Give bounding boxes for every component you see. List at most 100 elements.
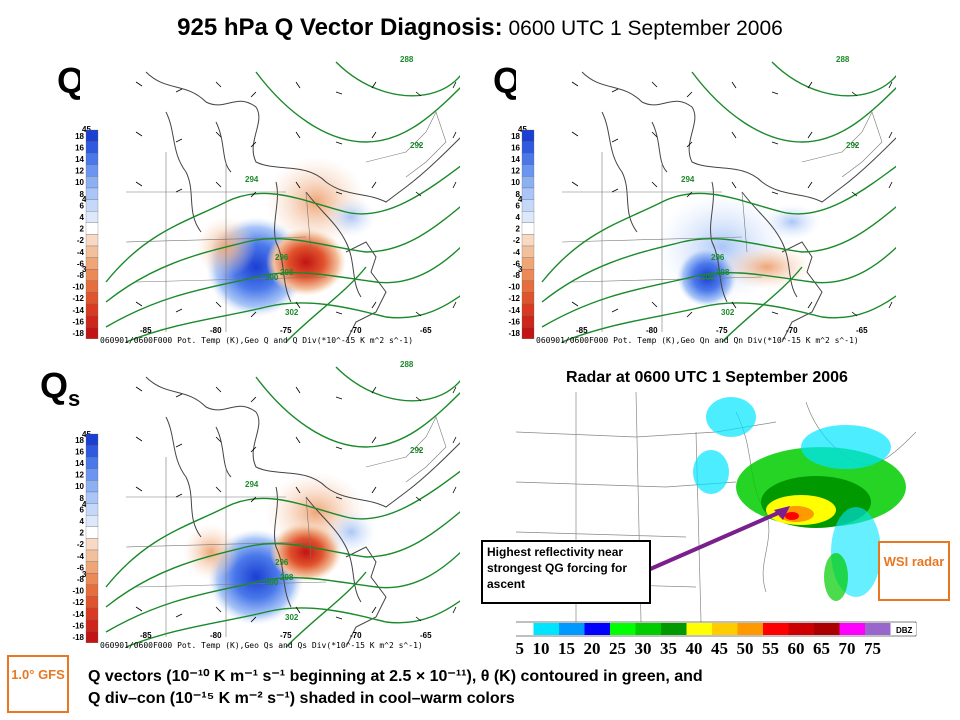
lon-label: -70 [786, 326, 798, 335]
contour-label: 298 [716, 268, 730, 277]
map-panel-qs: 454035-85-80-75-70-652882922942962983003… [80, 355, 460, 655]
colorbar-swatch [85, 480, 99, 493]
colorbar-tick: -8 [513, 271, 521, 280]
colorbar-tick: 6 [516, 201, 521, 210]
colorbar-swatch [85, 164, 99, 177]
colorbar-tick: -14 [72, 306, 84, 315]
wsi-label: WSI radar [878, 541, 950, 601]
lon-label: -70 [350, 631, 362, 640]
colorbar-swatch [521, 257, 535, 270]
colorbar-tick: 14 [75, 459, 84, 468]
colorbar-tick: -4 [77, 552, 85, 561]
lon-label: -80 [646, 326, 658, 335]
lon-label: -70 [350, 326, 362, 335]
colorbar-tick: -6 [77, 563, 85, 572]
radar-scale-right: DBZ [896, 626, 913, 635]
contour-label: 292 [410, 141, 424, 150]
contour-label: 300 [701, 273, 715, 282]
colorbar-swatch [521, 211, 535, 223]
lon-label: -75 [716, 326, 728, 335]
contour-label: 296 [275, 253, 289, 262]
colorbar-swatch [85, 607, 99, 620]
radar-scale-value: 70 [839, 639, 856, 658]
map-panel-qn: 454035-85-80-75-70-652882922942962983003… [516, 50, 896, 350]
title-rest: 0600 UTC 1 September 2006 [502, 17, 783, 40]
colorbar-tick: 16 [75, 143, 84, 152]
colorbar-tick: 4 [80, 213, 85, 222]
colorbar-swatch [85, 526, 99, 539]
colorbar-swatch [85, 292, 99, 305]
page-title: 925 hPa Q Vector Diagnosis: 0600 UTC 1 S… [0, 14, 960, 42]
colorbar-tick: -4 [513, 248, 521, 257]
radar-scale-value: 50 [737, 639, 754, 658]
colorbar-swatch [85, 584, 99, 597]
radar-scale-swatch [584, 623, 610, 635]
radar-scale-swatch [610, 623, 636, 635]
caption: Q vectors (10⁻¹⁰ K m⁻¹ s⁻¹ beginning at … [88, 666, 948, 710]
colorbar-tick: -14 [508, 306, 520, 315]
colorbar-swatch [85, 631, 99, 643]
colorbar-swatch [521, 315, 535, 328]
radar-scale-value: 10 [533, 639, 550, 658]
lat-label: 45 [518, 125, 527, 134]
radar-scale-swatch [516, 623, 534, 635]
colorbar-swatch [85, 573, 99, 585]
colorbar-swatch [85, 129, 99, 142]
colorbar-swatch [521, 327, 535, 339]
lon-label: -85 [576, 326, 588, 335]
colorbar-tick: 6 [80, 201, 85, 210]
contour-label: 294 [245, 480, 259, 489]
colorbar-tick: 6 [80, 505, 85, 514]
colorbar-swatch [85, 211, 99, 223]
lon-label: -75 [280, 326, 292, 335]
colorbar-swatch [85, 561, 99, 574]
colorbar-swatch [85, 503, 99, 516]
title-bold: 925 hPa Q Vector Diagnosis [177, 14, 495, 41]
radar-scale-value: 75 [864, 639, 881, 658]
colorbar-tick: -8 [77, 575, 85, 584]
contour-label: 302 [285, 308, 299, 317]
contour-label: 288 [836, 55, 850, 64]
title-colon: : [494, 14, 503, 41]
radar-scale-swatch [865, 623, 891, 635]
contour-label: 300 [265, 273, 279, 282]
radar-scale-swatch [661, 623, 687, 635]
caption-line-2: Q div–con (10⁻¹⁵ K m⁻² s⁻¹) shaded in co… [88, 690, 515, 707]
gfs-label: 1.0° GFS [7, 655, 69, 713]
contour-label: 298 [280, 268, 294, 277]
colorbar-tick: -18 [72, 329, 84, 338]
colorbar-tick: 2 [80, 529, 85, 538]
colorbar-tick: -18 [72, 633, 84, 642]
radar-scale-swatch [890, 623, 916, 635]
colorbar-swatch [85, 153, 99, 165]
colorbar-swatch [85, 222, 99, 235]
colorbar-top: 18 16 14 12 10 8 6 4 2 -2 -4 -6 -8 -10 -12 -14 -16 -18 [72, 129, 99, 339]
colorbar-tick: 16 [75, 447, 84, 456]
radar-scale-value: 30 [635, 639, 652, 658]
colorbar-swatch [521, 292, 535, 305]
colorbar-tick: -14 [72, 610, 84, 619]
colorbar-swatch [85, 315, 99, 328]
radar-scale-value: 35 [660, 639, 677, 658]
lon-label: -75 [280, 631, 292, 640]
colorbar-swatch [85, 491, 99, 504]
colorbar-swatch [85, 596, 99, 609]
colorbar-swatch [521, 222, 535, 235]
contour-label: 300 [265, 578, 279, 587]
colorbar-swatch [521, 303, 535, 316]
panel-label-qs-sub: s [68, 386, 81, 412]
colorbar-swatch [521, 153, 535, 165]
colorbar-tick: 8 [80, 190, 85, 199]
colorbar-swatch [521, 187, 535, 200]
colorbar-swatch [85, 141, 99, 154]
footer-qn: 060901/0600F000 Pot. Temp (K),Geo Qn and… [536, 336, 859, 345]
callout-arrow [647, 506, 790, 572]
colorbar-swatch [85, 433, 99, 446]
contour-label: 302 [285, 613, 299, 622]
colorbar-tick: 2 [80, 225, 85, 234]
radar-title: Radar at 0600 UTC 1 September 2006 [566, 369, 848, 386]
panel-label-qs-text: Q [40, 365, 69, 406]
colorbar-swatch [521, 234, 535, 247]
panel-label-qs: Qs [40, 368, 80, 410]
contour-label: 292 [846, 141, 860, 150]
